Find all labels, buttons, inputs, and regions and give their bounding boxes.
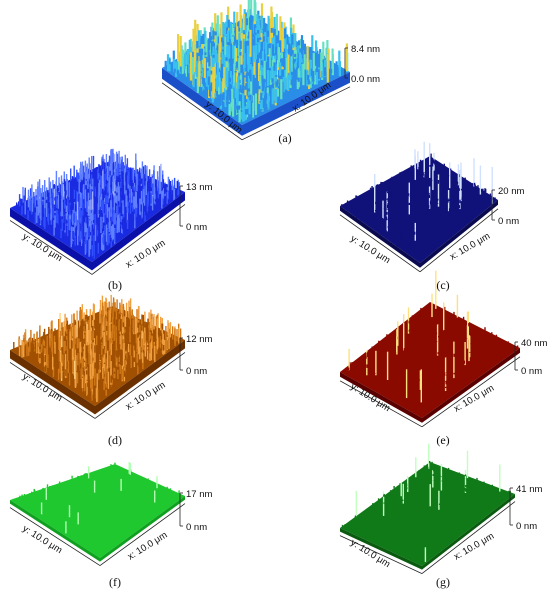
panel-a: y: 10.0 μm x: 10.0 μm 8.4 nm 0.0 nm (a) (150, 0, 420, 160)
y-axis-line (9, 507, 101, 566)
surface-wall-right (420, 200, 498, 268)
x-axis-line (421, 501, 516, 574)
surface-wall-left (162, 68, 242, 136)
surface-texture (346, 270, 519, 416)
surface-plot-a: y: 10.0 μmx: 10.0 μm8.4 nm0.0 nm (161, 0, 380, 141)
surface-texture (12, 462, 180, 555)
z-max-label: 41 nm (516, 484, 542, 495)
x-axis-line (421, 356, 521, 428)
y-axis-line (161, 82, 243, 141)
z-max-label: 17 nm (186, 489, 212, 500)
caption-d: (d) (108, 433, 122, 447)
y-axis-line (9, 220, 93, 275)
x-axis-line (241, 86, 351, 141)
y-axis-line (339, 380, 423, 428)
z-min-label: 0 nm (516, 521, 537, 532)
caption-b: (b) (108, 278, 122, 292)
y-axis-line (339, 214, 421, 273)
surface-wall-right (92, 192, 185, 271)
surface-wall-left (10, 208, 92, 271)
surface-wall-right (422, 348, 520, 423)
surface-wall-left (340, 372, 422, 423)
z-max-label: 13 nm (186, 182, 212, 193)
x-axis-line (419, 208, 499, 273)
z-max-label: 40 nm (521, 338, 547, 349)
z-min-label: 0 nm (498, 216, 519, 227)
caption-c: (c) (436, 278, 450, 292)
panel-d: y: 10.0 μm x: 10.0 μm 12 nm 0 nm (d) (0, 294, 240, 448)
surface-wall-left (10, 500, 100, 562)
x-axis-line (91, 204, 186, 275)
caption-f: (f) (109, 575, 121, 589)
panel-c: y: 10.0 μm x: 10.0 μm 20 nm 0 nm (c) (330, 141, 550, 298)
z-min-label: 0 nm (186, 522, 207, 533)
z-max-label: 20 nm (498, 186, 524, 197)
surface-texture (13, 294, 182, 403)
panel-g: y: 10.0 μm x: 10.0 μm 41 nm 0 nm (g) (330, 443, 550, 597)
panel-f: y: 10.0 μm x: 10.0 μm 17 nm 0 nm (f) (0, 448, 240, 597)
surface-texture (341, 443, 511, 562)
panel-b: y: 10.0 μm x: 10.0 μm 13 nm 0 nm (b) (0, 148, 240, 298)
y-axis-line (339, 535, 423, 574)
surface-wall-left (340, 206, 420, 268)
panel-e: y: 10.0 μm x: 10.0 μm 40 nm 0 nm (e) (330, 270, 550, 450)
z-min-label: 0 nm (186, 366, 207, 377)
surface-wall-right (242, 72, 350, 136)
surface-wall-left (10, 350, 95, 415)
y-axis-line (9, 362, 96, 419)
surface-wall-right (95, 340, 185, 415)
surface-wall-right (422, 494, 515, 570)
surface-texture (341, 141, 496, 262)
z-max-label: 12 nm (186, 334, 212, 345)
z-min-label: 0 nm (186, 222, 207, 233)
x-axis-line (94, 352, 186, 419)
caption-a: (a) (278, 131, 292, 145)
surface-base (10, 464, 185, 558)
z-min-label: 0.0 nm (351, 74, 380, 85)
caption-g: (g) (436, 575, 450, 589)
surface-texture (16, 148, 180, 260)
surface-wall-left (340, 528, 422, 570)
surface-wall-right (100, 496, 185, 562)
x-axis-line (99, 503, 186, 566)
z-max-label: 8.4 nm (351, 44, 380, 55)
x-axis-label: x: 10.0 μm (124, 238, 168, 271)
z-min-label: 0 nm (521, 366, 542, 377)
surface-texture (164, 0, 349, 123)
caption-e: (e) (436, 433, 450, 447)
